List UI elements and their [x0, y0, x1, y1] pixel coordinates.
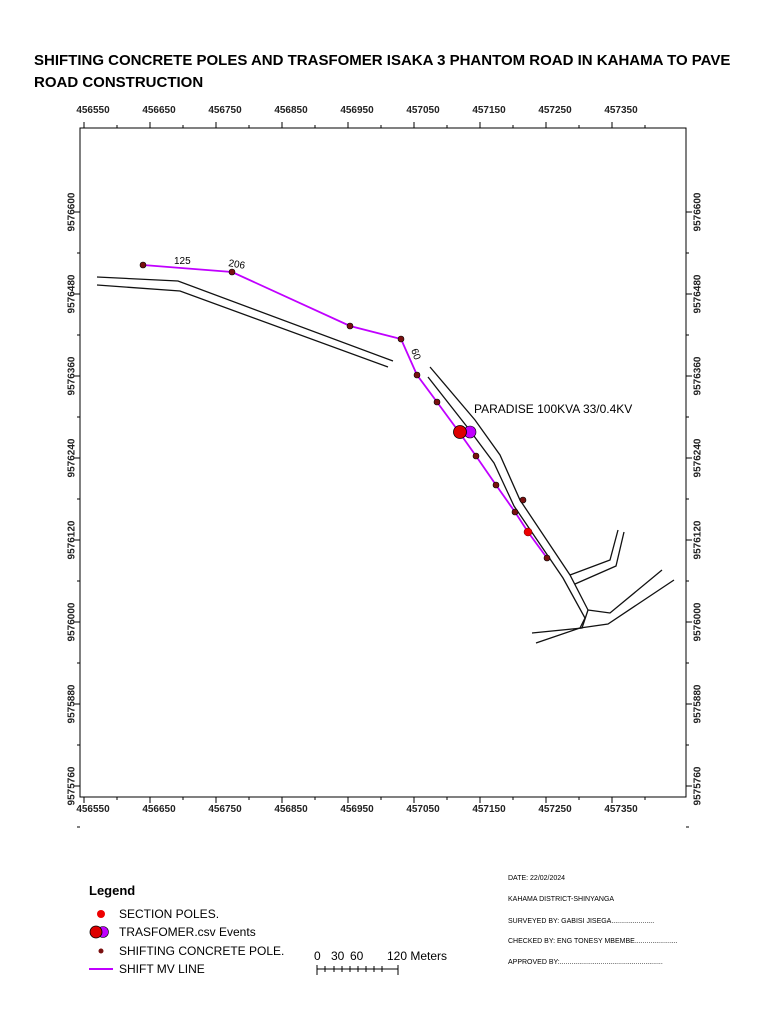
legend-symbol: [98, 948, 104, 954]
y-tick-label: 9576360: [693, 356, 704, 395]
legend-title: Legend: [89, 883, 135, 898]
pole: [519, 496, 527, 504]
x-tick-label: 456650: [142, 804, 176, 815]
transformer: [453, 425, 467, 439]
scale-bar: [316, 965, 399, 975]
y-tick-label: 9576240: [67, 438, 78, 477]
x-tick-label: 456950: [340, 105, 374, 116]
scale-label: 30: [331, 949, 345, 963]
pole: [346, 322, 354, 330]
y-tick-label: 9576000: [693, 602, 704, 641]
scale-label: 60: [350, 949, 364, 963]
x-tick-label: 456750: [208, 804, 242, 815]
x-tick-label: 456550: [76, 804, 110, 815]
road-edge: [587, 569, 663, 614]
shifting-poles: [139, 261, 551, 562]
road-edge: [96, 284, 389, 368]
pole: [472, 452, 480, 460]
y-tick-label: 9576120: [693, 520, 704, 559]
x-tick-label: 456950: [340, 804, 374, 815]
pole: [397, 335, 405, 343]
x-tick-label: 457150: [472, 804, 506, 815]
scale-label: 0: [314, 949, 321, 963]
x-tick-label: 457250: [538, 105, 572, 116]
annotation: PARADISE 100KVA 33/0.4KV: [474, 402, 632, 416]
legend-item: SHIFT MV LINE: [119, 962, 205, 976]
road-edge: [429, 366, 589, 634]
x-tick-label: 457150: [472, 105, 506, 116]
pole: [139, 261, 147, 269]
y-tick-label: 9576360: [67, 356, 78, 395]
y-tick-label: 9575880: [693, 684, 704, 723]
info-line: KAHAMA DISTRICT-SHINYANGA: [508, 896, 614, 903]
pole: [543, 554, 551, 562]
map-title: SHIFTING CONCRETE POLES AND TRASFOMER IS…: [34, 52, 731, 91]
x-tick-label: 457350: [604, 804, 638, 815]
road-edge: [579, 579, 675, 629]
legend-item: TRASFOMER.csv Events: [119, 925, 256, 939]
line-label: 125: [174, 256, 191, 267]
x-tick-label: 457050: [406, 105, 440, 116]
x-tick-label: 456550: [76, 105, 110, 116]
y-tick-label: 9576600: [693, 192, 704, 231]
y-tick-label: 9576000: [67, 602, 78, 641]
road-edge: [427, 376, 586, 644]
info-line: APPROVED BY:............................…: [508, 959, 663, 966]
legend-symbol: [89, 925, 103, 939]
pole: [492, 481, 500, 489]
pole: [413, 371, 421, 379]
road-edge: [574, 531, 625, 585]
y-tick-label: 9576600: [67, 192, 78, 231]
legend-item: SECTION POLES.: [119, 907, 219, 921]
section-pole: [523, 527, 533, 537]
line-label: 60: [408, 347, 422, 362]
scale-label: 120 Meters: [387, 949, 447, 963]
y-tick-label: 9576480: [693, 274, 704, 313]
y-tick-label: 9575760: [67, 766, 78, 805]
y-tick-label: 9576240: [693, 438, 704, 477]
info-line: SURVEYED BY: GABISI JISEGA..............…: [508, 918, 654, 925]
road-edge: [569, 529, 619, 576]
line-label: 206: [227, 258, 246, 272]
pole: [511, 508, 519, 516]
x-tick-label: 456750: [208, 105, 242, 116]
x-tick-label: 456850: [274, 105, 308, 116]
map-frame: [79, 127, 687, 798]
pole: [228, 268, 236, 276]
legend-item: SHIFTING CONCRETE POLE.: [119, 944, 284, 958]
road-edge: [96, 276, 394, 362]
x-tick-label: 457350: [604, 105, 638, 116]
info-line: DATE: 22/02/2024: [508, 875, 565, 882]
legend-symbol: [97, 910, 105, 918]
x-tick-label: 457050: [406, 804, 440, 815]
y-tick-label: 9575760: [693, 766, 704, 805]
info-line: CHECKED BY: ENG TONESY MBEMBE...........…: [508, 938, 678, 945]
x-tick-label: 456850: [274, 804, 308, 815]
x-tick-label: 456650: [142, 105, 176, 116]
y-tick-label: 9576120: [67, 520, 78, 559]
pole: [433, 398, 441, 406]
mv-line: [142, 264, 548, 559]
x-tick-label: 457250: [538, 804, 572, 815]
title-box: SHIFTING CONCRETE POLES AND TRASFOMER IS…: [34, 52, 731, 91]
y-tick-label: 9576480: [67, 274, 78, 313]
y-tick-label: 9575880: [67, 684, 78, 723]
roads: [96, 276, 675, 644]
